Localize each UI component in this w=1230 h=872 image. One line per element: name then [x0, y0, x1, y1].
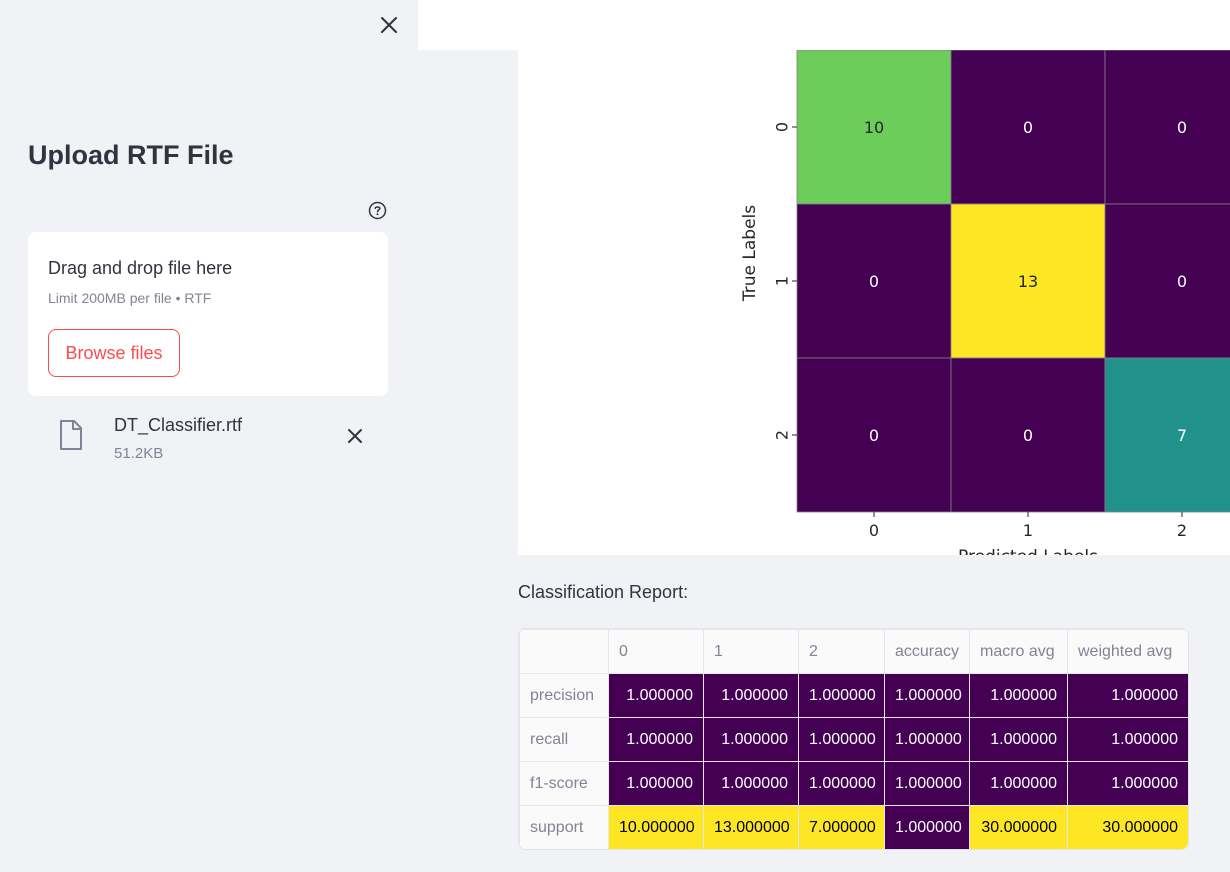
heatmap-cell [796, 49, 952, 205]
heatmap-cell [950, 357, 1106, 513]
y-axis-label: True Labels [740, 205, 760, 302]
uploaded-file: DT_Classifier.rtf 51.2KB [28, 405, 388, 475]
row-header: f1-score [519, 761, 609, 806]
cell-value-label: 0 [1177, 118, 1187, 137]
report-title: Classification Report: [518, 582, 689, 602]
table-cell: 10.000000 [608, 805, 704, 849]
column-header[interactable]: 1 [703, 629, 799, 674]
row-header: support [519, 805, 609, 849]
remove-file-button[interactable] [342, 423, 368, 449]
table-cell: 1.000000 [798, 717, 885, 762]
close-icon [348, 429, 362, 443]
table-cell: 30.000000 [1067, 805, 1188, 849]
table-cell: 1.000000 [1067, 761, 1188, 806]
x-tick-label: 2 [1177, 521, 1187, 540]
table-row: f1-score 1.000000 1.000000 1.000000 1.00… [519, 761, 1188, 806]
confusion-matrix-chart: 10 0 0 0 13 0 0 0 7 0 1 2 0 1 2 Predicted Labels True La… [740, 49, 1230, 567]
table-corner-cell [519, 629, 609, 674]
table-cell: 1.000000 [969, 717, 1068, 762]
cell-value-label: 0 [1023, 426, 1033, 445]
table-row: recall 1.000000 1.000000 1.000000 1.0000… [519, 717, 1188, 762]
heatmap-cell [1104, 49, 1230, 205]
row-header: precision [519, 673, 609, 718]
table-cell: 1.000000 [1067, 717, 1188, 762]
browse-files-button[interactable]: Browse files [48, 329, 180, 377]
table-cell: 1.000000 [703, 717, 799, 762]
heatmap-cell [1104, 203, 1230, 359]
table-header-row: 0 1 2 accuracy macro avg weighted avg [519, 629, 1188, 674]
confusion-matrix-figure: 10 0 0 0 13 0 0 0 7 0 1 2 0 1 2 Predicted Labels True La… [518, 49, 1230, 567]
classification-report-table: 0 1 2 accuracy macro avg weighted avg pr… [518, 628, 1189, 850]
cell-value-label: 13 [1018, 272, 1038, 291]
row-header: recall [519, 717, 609, 762]
heatmap-cell [1104, 357, 1230, 513]
cell-value-label: 0 [869, 426, 879, 445]
cell-value-label: 0 [1177, 272, 1187, 291]
table-cell: 1.000000 [1067, 673, 1188, 718]
heatmap-cell [796, 203, 952, 359]
table-cell: 1.000000 [884, 673, 970, 718]
main-content: 10000130007012012Predicted LabelsTrue La… [418, 0, 1230, 872]
close-sidebar-button[interactable] [374, 10, 404, 40]
table-cell: 1.000000 [884, 805, 970, 849]
y-tick-label: 0 [773, 122, 792, 132]
column-header[interactable]: 0 [608, 629, 704, 674]
table-cell: 1.000000 [798, 673, 885, 718]
close-icon [381, 17, 397, 33]
table-cell: 1.000000 [969, 761, 1068, 806]
table-cell: 1.000000 [798, 761, 885, 806]
column-header[interactable]: macro avg [969, 629, 1068, 674]
file-size: 51.2KB [114, 445, 164, 462]
file-dropzone[interactable]: Drag and drop file here Limit 200MB per … [28, 232, 388, 396]
y-tick-label: 1 [773, 276, 792, 286]
file-name: DT_Classifier.rtf [114, 415, 243, 435]
column-header[interactable]: weighted avg [1067, 629, 1188, 674]
sidebar: Upload RTF File Drag and drop file here … [0, 0, 418, 872]
cell-value-label: 10 [864, 118, 884, 137]
table-cell: 1.000000 [703, 673, 799, 718]
table-cell: 1.000000 [884, 761, 970, 806]
table-cell: 13.000000 [703, 805, 799, 849]
table-cell: 1.000000 [969, 673, 1068, 718]
table-cell: 1.000000 [884, 717, 970, 762]
heatmap-cell [950, 203, 1106, 359]
table-row: precision 1.000000 1.000000 1.000000 1.0… [519, 673, 1188, 718]
table-cell: 1.000000 [608, 717, 704, 762]
table-cell: 1.000000 [608, 761, 704, 806]
table-cell: 1.000000 [703, 761, 799, 806]
column-header[interactable]: 2 [798, 629, 885, 674]
x-tick-label: 0 [869, 521, 879, 540]
cell-value-label: 0 [869, 272, 879, 291]
table-cell: 7.000000 [798, 805, 885, 849]
table-cell: 1.000000 [608, 673, 704, 718]
dropzone-limit: Limit 200MB per file • RTF [48, 290, 212, 306]
x-axis-label: Predicted Labels [958, 547, 1098, 555]
y-tick-label: 2 [773, 430, 792, 440]
x-tick-label: 1 [1023, 521, 1033, 540]
cell-value-label: 7 [1177, 426, 1187, 445]
sidebar-title: Upload RTF File [28, 140, 234, 170]
dropzone-text: Drag and drop file here [48, 258, 233, 278]
table-row: support 10.000000 13.000000 7.000000 1.0… [519, 805, 1188, 849]
cell-value-label: 0 [1023, 118, 1033, 137]
file-icon [60, 420, 82, 450]
help-circle-icon[interactable] [367, 200, 388, 221]
table-cell: 30.000000 [969, 805, 1068, 849]
column-header[interactable]: accuracy [884, 629, 970, 674]
header-area [418, 0, 1230, 50]
heatmap-cell [950, 49, 1106, 205]
